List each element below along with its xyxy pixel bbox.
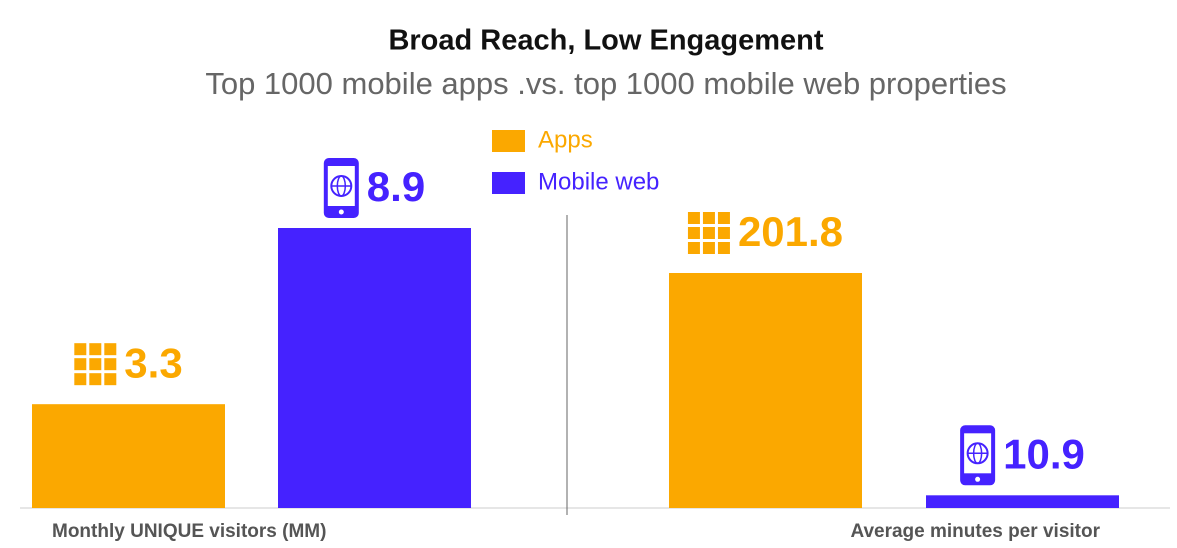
bar xyxy=(669,273,862,508)
icon-cell xyxy=(89,373,102,386)
legend-swatch xyxy=(492,130,525,152)
bar xyxy=(278,228,471,508)
icon-cell xyxy=(687,227,700,239)
icon-cell xyxy=(702,212,715,224)
chart-subtitle: Top 1000 mobile apps .vs. top 1000 mobil… xyxy=(205,66,1006,101)
legend-swatch xyxy=(492,172,525,194)
icon-cell xyxy=(702,242,715,254)
value-label-group: 201.8 xyxy=(687,208,843,255)
icon-cell xyxy=(717,242,730,254)
icon-cell xyxy=(104,343,117,356)
icon-button xyxy=(975,476,981,482)
value-label-group: 8.9 xyxy=(323,158,425,218)
value-label: 201.8 xyxy=(738,208,843,255)
icon-cell xyxy=(74,358,87,371)
icon-cell xyxy=(74,373,87,386)
icon-cell xyxy=(702,227,715,239)
value-label-group: 10.9 xyxy=(960,425,1085,486)
chart-title: Broad Reach, Low Engagement xyxy=(388,25,823,57)
icon-cell xyxy=(89,343,102,356)
icon-cell xyxy=(717,227,730,239)
icon-cell xyxy=(687,242,700,254)
icon-cell xyxy=(74,343,87,356)
x-axis-label: Monthly UNIQUE visitors (MM) xyxy=(52,521,326,542)
icon-cell xyxy=(104,373,117,386)
value-label-group: 3.3 xyxy=(74,339,183,386)
legend-label: Mobile web xyxy=(538,168,659,195)
icon-cell xyxy=(89,358,102,371)
value-label: 8.9 xyxy=(367,163,425,210)
icon-cell xyxy=(687,212,700,224)
icon-cell xyxy=(717,212,730,224)
icon-button xyxy=(338,209,344,215)
bar xyxy=(926,495,1119,508)
bar xyxy=(32,404,225,508)
value-label: 3.3 xyxy=(124,339,182,386)
icon-cell xyxy=(104,358,117,371)
value-label: 10.9 xyxy=(1003,430,1085,477)
legend-label: Apps xyxy=(538,126,593,153)
x-axis-label: Average minutes per visitor xyxy=(850,521,1100,542)
